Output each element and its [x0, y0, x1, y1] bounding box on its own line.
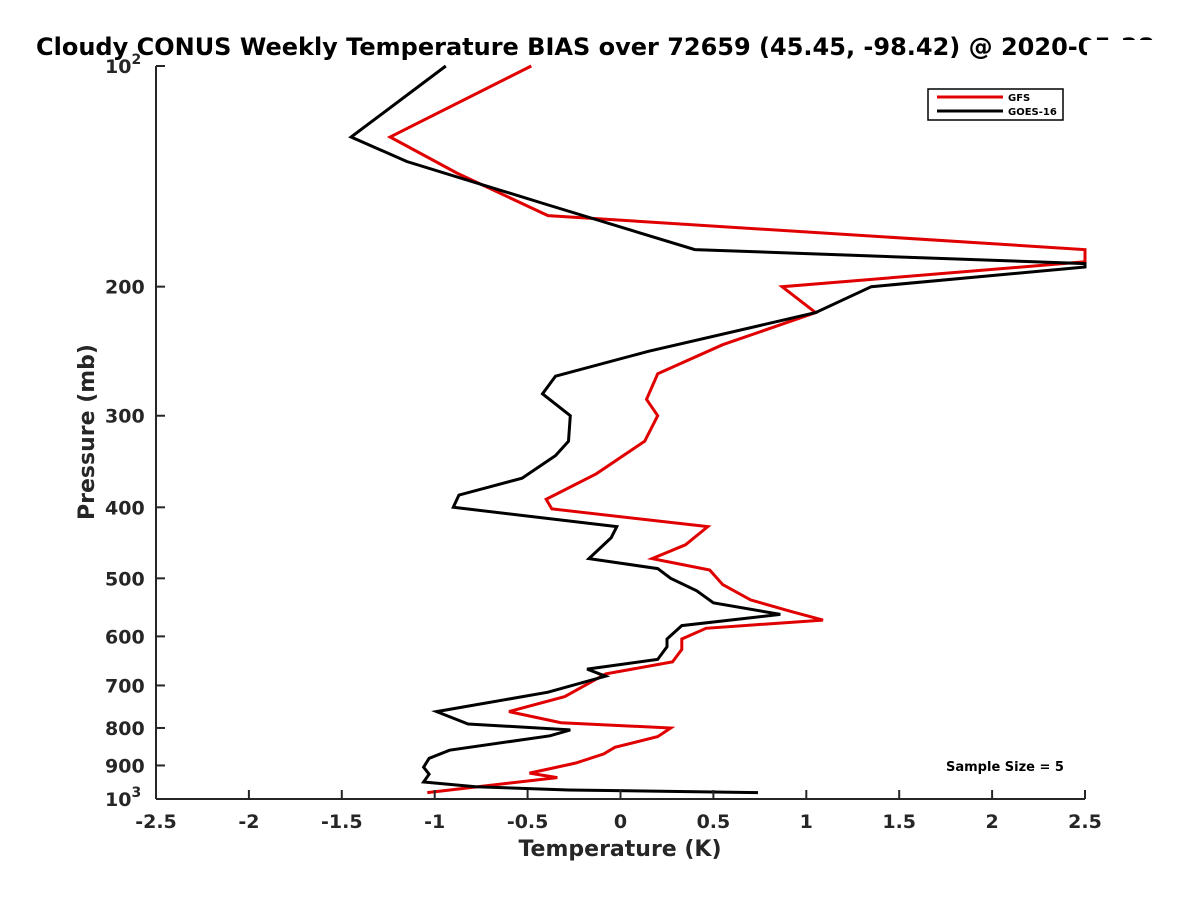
y-tick-label: 700 [105, 675, 145, 697]
y-tick-label: 900 [105, 755, 145, 777]
x-tick-label: 1.5 [882, 811, 916, 833]
x-tick-label: -1 [424, 811, 445, 833]
x-tick-label: 2 [985, 811, 998, 833]
y-tick-label: 102 [105, 52, 141, 78]
y-tick-label: 500 [105, 568, 145, 590]
sample-size-annotation: Sample Size = 5 [946, 760, 1064, 775]
legend-box [927, 88, 1064, 121]
plot-area [348, 64, 1087, 795]
x-tick-label: 1 [800, 811, 813, 833]
x-tick-label: -2 [238, 811, 259, 833]
legend-label-goes-16: GOES-16 [1008, 107, 1057, 118]
x-tick-label: 0 [614, 811, 627, 833]
y-tick-label: 200 [105, 277, 145, 299]
legend-label-gfs: GFS [1008, 93, 1030, 104]
y-tick-label: 800 [105, 718, 145, 740]
legend: GFS GOES-16 [927, 88, 1064, 121]
x-tick-label: 0.5 [697, 811, 731, 833]
y-axis-label: Pressure (mb) [75, 344, 100, 520]
y-ticks: 102 200 300 400 500 600 700 800 900 103 [105, 52, 165, 811]
chart-title: Cloudy CONUS Weekly Temperature BIAS ove… [36, 33, 1154, 61]
y-tick-label: 300 [105, 406, 145, 428]
right-margin-mask [1087, 40, 1200, 810]
x-ticks: -2.5 -2 -1.5 -1 -0.5 0 0.5 1 1.5 2 2.5 [135, 790, 1102, 833]
series-line-gfs [386, 64, 1087, 795]
x-tick-label: -0.5 [507, 811, 549, 833]
x-tick-label: -2.5 [135, 811, 177, 833]
y-tick-label: 600 [105, 626, 145, 648]
y-tick-label: 103 [105, 785, 141, 811]
x-tick-label: 2.5 [1068, 811, 1102, 833]
x-tick-label: -1.5 [321, 811, 363, 833]
x-axis-label: Temperature (K) [518, 837, 721, 862]
series-line-goes-16 [348, 64, 1087, 795]
y-tick-label: 400 [105, 497, 145, 519]
